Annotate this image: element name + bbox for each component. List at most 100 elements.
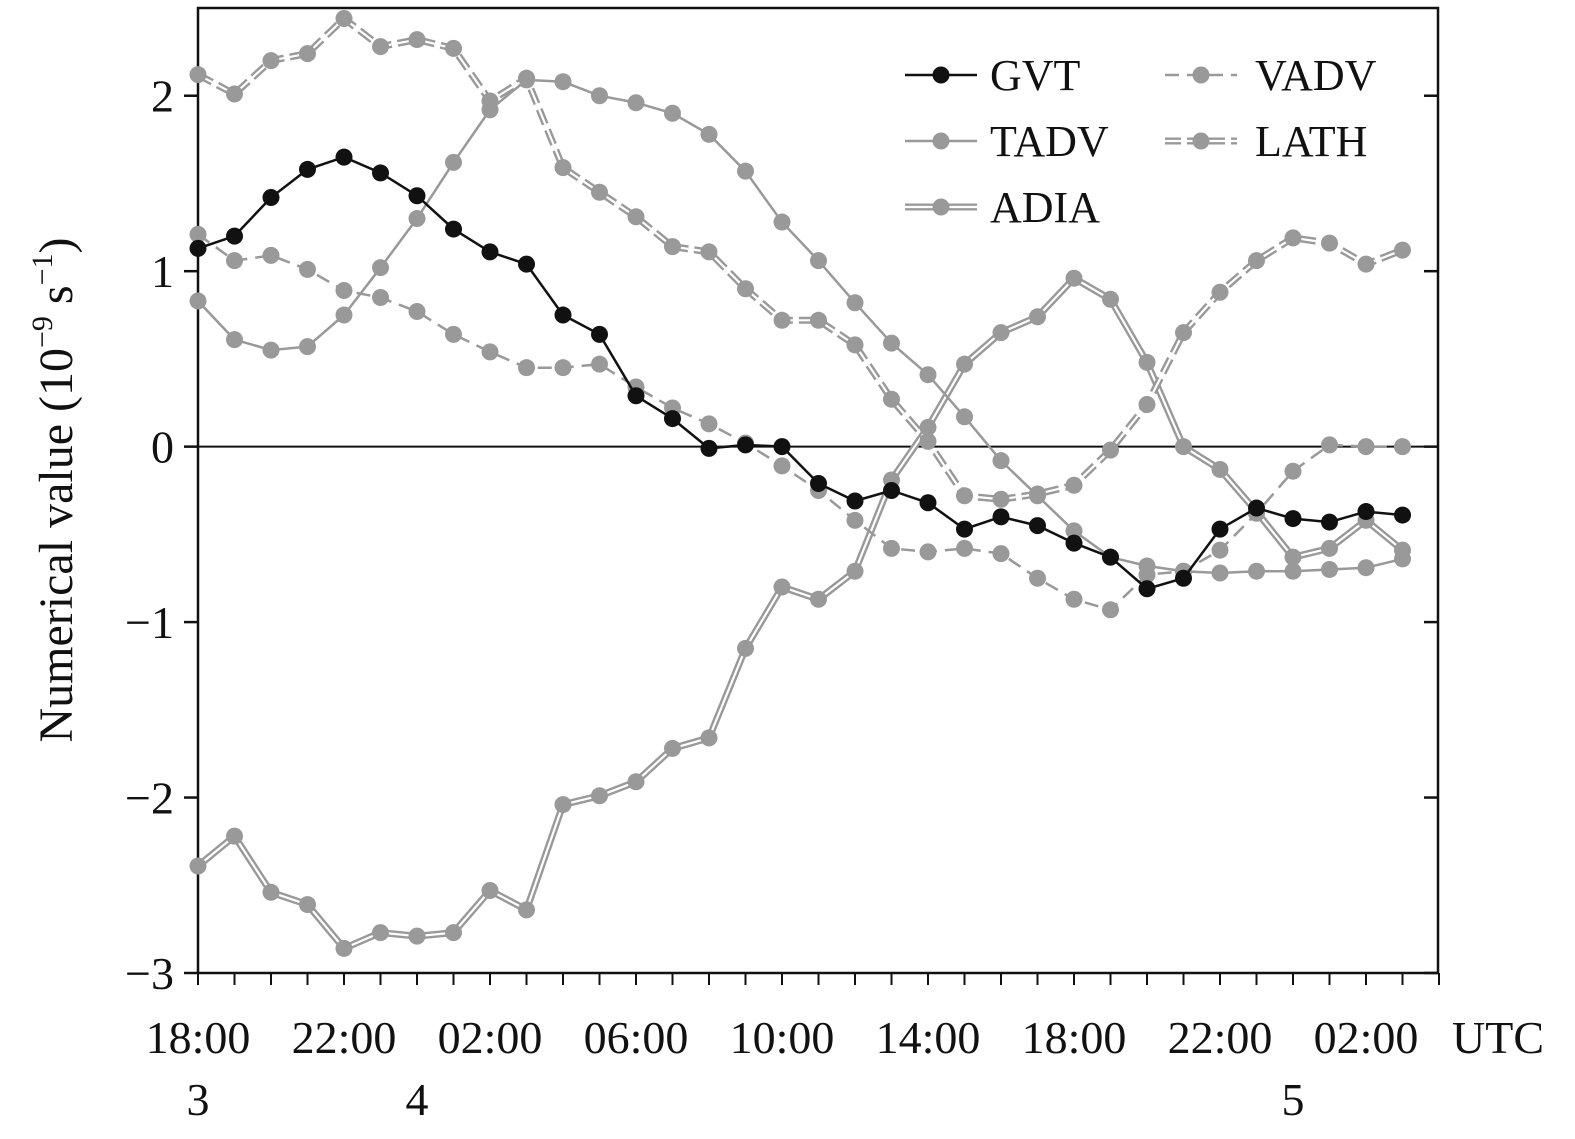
point-vadv xyxy=(445,325,462,343)
point-gvt xyxy=(992,508,1010,526)
point-tadv xyxy=(1065,522,1083,540)
legend-item-adia: ADIA xyxy=(905,183,1100,232)
point-vadv xyxy=(1357,438,1375,456)
day-label: 4 xyxy=(406,1074,429,1125)
point-adia xyxy=(335,939,353,957)
series-gvt xyxy=(189,148,1411,598)
point-lath xyxy=(226,85,243,103)
point-adia xyxy=(992,324,1010,342)
point-vadv xyxy=(372,289,389,306)
legend-label-gvt: GVT xyxy=(990,51,1081,100)
series-adia xyxy=(189,269,1411,957)
point-gvt xyxy=(956,520,973,538)
point-lath xyxy=(846,336,864,354)
point-gvt xyxy=(408,187,426,205)
point-tadv xyxy=(664,104,681,122)
point-tadv xyxy=(226,331,243,349)
point-vadv xyxy=(591,355,608,373)
x-tick-label: 18:00 xyxy=(1022,1012,1127,1063)
line-tadv xyxy=(197,78,1403,575)
point-lath xyxy=(299,45,316,63)
point-vadv xyxy=(189,225,207,243)
day-label: 5 xyxy=(1282,1074,1305,1125)
point-gvt xyxy=(445,220,462,238)
point-lath xyxy=(445,39,462,57)
legend-item-tadv: TADV xyxy=(905,117,1109,166)
point-adia xyxy=(1138,353,1156,371)
line-gvt xyxy=(197,155,1403,591)
point-adia xyxy=(262,883,280,901)
point-vadv xyxy=(956,539,973,557)
point-lath xyxy=(1065,476,1083,494)
point-vadv xyxy=(1138,566,1156,584)
point-tadv xyxy=(810,252,827,270)
point-tadv xyxy=(956,408,973,426)
point-gvt xyxy=(189,239,207,257)
point-lath xyxy=(1284,229,1302,247)
legend-label-tadv: TADV xyxy=(990,117,1109,166)
point-gvt xyxy=(1065,534,1083,552)
point-lath xyxy=(883,390,900,408)
point-lath xyxy=(372,38,389,56)
point-tadv xyxy=(883,334,900,352)
point-adia xyxy=(299,896,316,914)
x-tick-label: 22:00 xyxy=(1168,1012,1273,1063)
point-adia xyxy=(737,639,754,657)
legend-label-vadv: VADV xyxy=(1255,51,1377,100)
line-adia xyxy=(195,274,1405,952)
point-lath xyxy=(956,487,973,505)
point-adia xyxy=(1065,269,1083,287)
x-tick-label: 22:00 xyxy=(292,1012,397,1063)
point-lath xyxy=(1248,252,1265,270)
x-axis-unit: UTC xyxy=(1452,1012,1544,1063)
point-adia xyxy=(700,729,718,747)
point-adia xyxy=(554,796,572,814)
x-tick-label: 18:00 xyxy=(146,1012,251,1063)
point-tadv xyxy=(445,153,462,171)
point-lath xyxy=(554,159,572,177)
point-vadv xyxy=(992,545,1010,563)
point-lath xyxy=(1175,324,1192,342)
point-vadv xyxy=(773,457,791,475)
legend-label-lath: LATH xyxy=(1255,117,1367,166)
point-vadv xyxy=(1211,541,1229,559)
point-lath xyxy=(700,243,718,261)
point-gvt xyxy=(1138,580,1156,598)
point-vadv xyxy=(1394,438,1411,456)
point-gvt xyxy=(1102,548,1119,566)
point-adia xyxy=(591,787,608,805)
point-vadv xyxy=(700,415,718,433)
point-adia xyxy=(810,590,827,608)
legend-marker-tadv xyxy=(932,132,950,150)
point-tadv xyxy=(372,259,389,277)
point-tadv xyxy=(737,162,754,180)
x-tick-label: 06:00 xyxy=(584,1012,689,1063)
point-gvt xyxy=(810,474,827,492)
point-gvt xyxy=(299,160,316,178)
point-vadv xyxy=(481,343,499,361)
y-axis-title-end: ) xyxy=(30,237,83,253)
point-vadv xyxy=(299,260,316,278)
point-tadv xyxy=(189,292,207,310)
point-lath xyxy=(1029,485,1046,503)
point-vadv xyxy=(1029,569,1046,587)
point-gvt xyxy=(919,494,937,512)
point-lath xyxy=(1138,396,1156,414)
point-lath xyxy=(810,311,827,329)
point-tadv xyxy=(627,94,645,112)
point-gvt xyxy=(1211,520,1229,538)
point-lath xyxy=(1211,283,1229,301)
point-vadv xyxy=(1321,436,1338,454)
line-vadv xyxy=(197,233,1403,612)
point-lath xyxy=(627,208,645,226)
point-vadv xyxy=(226,252,243,270)
legend-item-lath: LATH xyxy=(1165,117,1367,166)
point-gvt xyxy=(335,148,353,166)
point-lath xyxy=(1357,255,1375,273)
point-lath xyxy=(335,10,353,28)
point-tadv xyxy=(846,294,864,312)
point-gvt xyxy=(1175,569,1192,587)
point-tadv xyxy=(1321,560,1338,578)
y-tick-label: −2 xyxy=(125,773,174,824)
